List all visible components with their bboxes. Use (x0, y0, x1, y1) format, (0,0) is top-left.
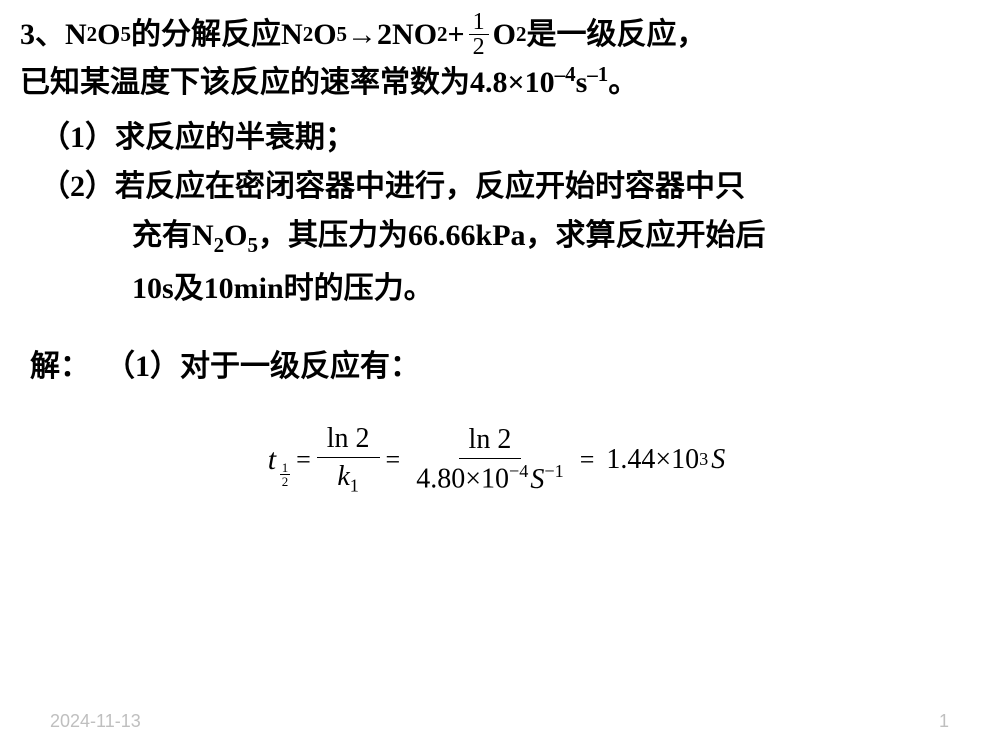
question-2-line1: （2）若反应在密闭容器中进行，反应开始时容器中只 (40, 164, 979, 209)
equation-result: 1.44×103S (606, 444, 725, 476)
question-2-line2: 充有N2O5，其压力为66.66kPa，求算反应开始后 (132, 213, 979, 262)
problem-line1: 3、N2O5的分解反应N2O5 →2NO2+ 12 O2是一级反应， (20, 10, 979, 59)
questions-block: （1）求反应的半衰期； （2）若反应在密闭容器中进行，反应开始时容器中只 充有N… (40, 115, 979, 311)
footer-date: 2024-11-13 (50, 711, 141, 732)
fraction-ln2-value: ln 2 4.80×10−4S−1 (406, 421, 574, 499)
question-2-line3: 10s及10min时的压力。 (132, 266, 979, 311)
solution-block: 解： （1）对于一级反应有： (30, 341, 979, 385)
solution-text: （1）对于一级反应有： (105, 350, 420, 383)
t-half-variable: t 1 2 (268, 443, 276, 477)
problem-number: 3、 (20, 12, 65, 57)
question-1: （1）求反应的半衰期； (40, 115, 979, 160)
solution-label: 解： (30, 350, 90, 383)
fraction-half: 12 (469, 10, 489, 59)
footer-page-number: 1 (939, 711, 949, 732)
problem-line2: 已知某温度下该反应的速率常数为4.8×10–4s–1。 (20, 59, 979, 105)
fraction-ln2-k1: ln 2 k1 (317, 420, 380, 500)
half-life-equation: t 1 2 = ln 2 k1 = ln 2 4.80×10−4S−1 = 1.… (20, 420, 979, 500)
problem-statement: 3、N2O5的分解反应N2O5 →2NO2+ 12 O2是一级反应， 已知某温度… (20, 10, 979, 105)
